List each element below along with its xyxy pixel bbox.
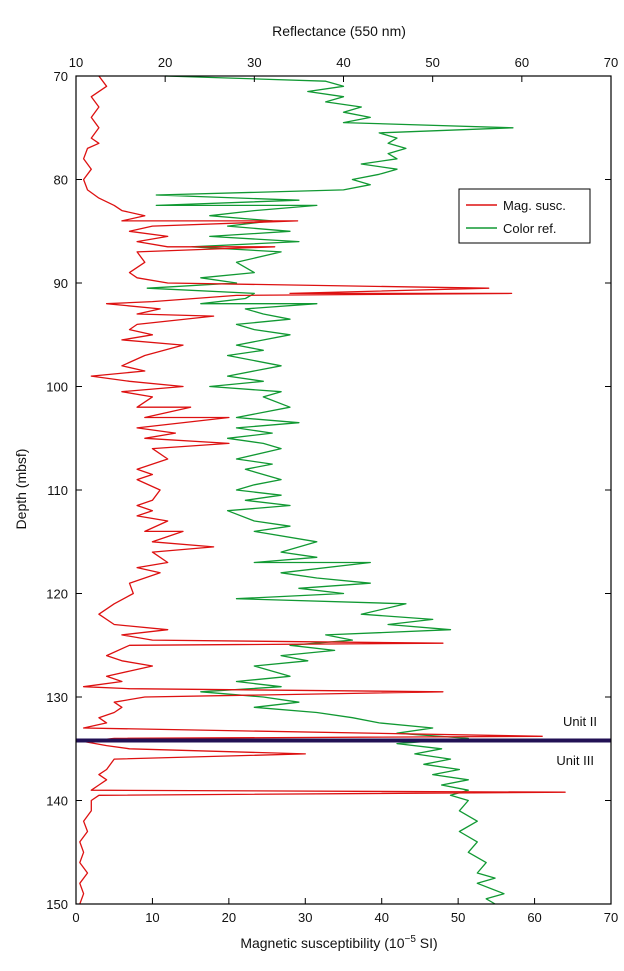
y-tick-label-110: 110: [47, 483, 68, 498]
xt-tick-label-70: 70: [604, 55, 618, 70]
legend-box: [458, 188, 591, 244]
legend: Mag. susc. Color ref.: [458, 188, 591, 244]
y-tick-label-150: 150: [46, 897, 68, 912]
series-layer: [76, 75, 611, 905]
xb-tick-label-40: 40: [374, 910, 388, 925]
y-tick-label-80: 80: [54, 173, 68, 188]
xb-tick-label-60: 60: [527, 910, 541, 925]
xt-tick-label-50: 50: [425, 55, 439, 70]
y-tick-label-140: 140: [46, 794, 68, 809]
bottom-axis-title-tail: SI): [416, 935, 438, 951]
annotation-unit-iii: Unit III: [556, 753, 594, 768]
xb-tick-label-20: 20: [222, 910, 236, 925]
y-tick-label-100: 100: [46, 380, 68, 395]
xt-tick-label-60: 60: [515, 55, 529, 70]
y-tick-label-120: 120: [46, 587, 68, 602]
bottom-axis-title-main: Magnetic susceptibility (10: [240, 935, 404, 951]
bottom-axis-title: Magnetic susceptibility (10−5 SI): [240, 934, 437, 951]
xb-tick-label-10: 10: [145, 910, 159, 925]
xt-tick-label-30: 30: [247, 55, 261, 70]
xb-tick-label-30: 30: [298, 910, 312, 925]
xb-tick-label-0: 0: [72, 910, 79, 925]
y-tick-label-130: 130: [46, 690, 68, 705]
xt-tick-label-10: 10: [69, 55, 83, 70]
xb-tick-label-70: 70: [604, 910, 618, 925]
y-tick-label-90: 90: [54, 276, 68, 291]
xb-tick-label-50: 50: [451, 910, 465, 925]
y-tick-label-70: 70: [54, 69, 68, 84]
plot-frame: [75, 75, 612, 905]
series-line-color-ref: [146, 75, 514, 905]
legend-label-color-ref: Color ref.: [503, 221, 556, 236]
legend-label-mag-susc: Mag. susc.: [503, 198, 566, 213]
xt-tick-label-40: 40: [336, 55, 350, 70]
xt-tick-label-20: 20: [158, 55, 172, 70]
top-axis-title: Reflectance (550 nm): [272, 23, 406, 39]
bottom-axis-title-sup: −5: [405, 934, 417, 945]
annotation-unit-ii: Unit II: [563, 714, 597, 729]
y-axis-title: Depth (mbsf): [13, 449, 29, 530]
